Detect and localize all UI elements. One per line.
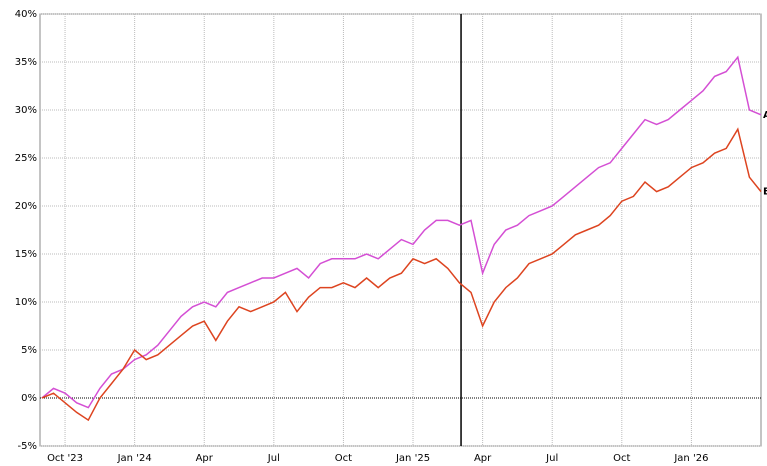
series-label: B xyxy=(763,187,767,198)
x-tick-label: Oct '23 xyxy=(47,453,83,464)
series-label: A xyxy=(763,110,767,121)
y-tick-label: 30% xyxy=(15,105,37,116)
y-tick-label: -5% xyxy=(18,441,37,452)
x-tick-label: Jul xyxy=(267,453,280,464)
x-tick-label: Apr xyxy=(196,453,214,464)
y-tick-label: 35% xyxy=(15,57,37,68)
y-tick-label: 15% xyxy=(15,249,37,260)
y-tick-label: 0% xyxy=(21,393,37,404)
y-tick-label: 20% xyxy=(15,201,37,212)
x-tick-label: Apr xyxy=(474,453,492,464)
x-tick-label: Jul xyxy=(545,453,558,464)
x-tick-label: Oct xyxy=(613,453,630,464)
x-tick-label: Jan '26 xyxy=(673,453,708,464)
y-tick-label: 40% xyxy=(15,9,37,20)
x-tick-label: Jan '25 xyxy=(395,453,430,464)
x-tick-label: Jan '24 xyxy=(117,453,152,464)
y-tick-label: 25% xyxy=(15,153,37,164)
y-tick-label: 10% xyxy=(15,297,37,308)
series-line xyxy=(41,127,762,422)
plot-area xyxy=(39,13,762,447)
x-tick-label: Oct xyxy=(335,453,352,464)
y-tick-label: 5% xyxy=(21,345,37,356)
series-line xyxy=(41,55,762,409)
